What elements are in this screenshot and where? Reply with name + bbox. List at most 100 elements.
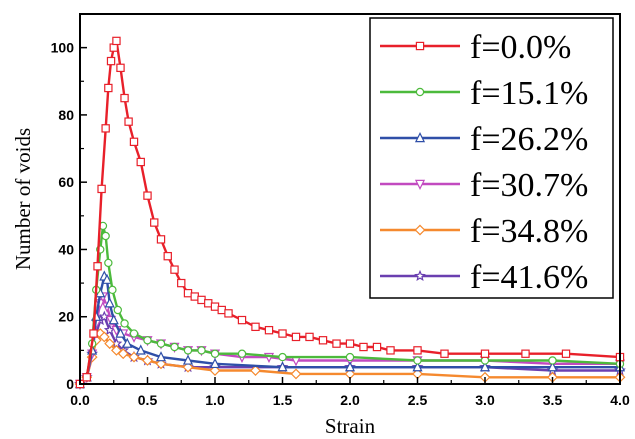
legend-marker [414, 132, 426, 143]
legend-marker [415, 87, 425, 97]
data-point [170, 265, 179, 274]
data-point [117, 348, 129, 360]
data-point [122, 337, 133, 348]
legend-label: f=26.2% [470, 121, 588, 158]
data-point [111, 344, 122, 356]
data-point [116, 63, 125, 73]
legend-label: f=15.1% [470, 75, 588, 112]
data-point [291, 332, 301, 342]
data-point [345, 352, 355, 362]
data-point [413, 356, 422, 365]
data-point [480, 356, 490, 365]
data-point [120, 319, 129, 328]
data-point [101, 231, 110, 241]
x-tick-label: 1.0 [205, 392, 225, 408]
series-2 [75, 221, 625, 389]
data-point [210, 302, 220, 311]
data-point [101, 273, 113, 284]
data-point [129, 329, 139, 338]
data-point [182, 354, 194, 365]
data-point [209, 365, 221, 376]
data-point [143, 336, 152, 345]
data-point [183, 346, 193, 355]
legend-label: f=0.0% [470, 29, 571, 66]
data-point [440, 349, 449, 358]
x-tick-label: 0.5 [138, 392, 158, 408]
data-point [156, 235, 166, 244]
legend-label: f=41.6% [470, 259, 588, 296]
legend-item: f=41.6% [380, 259, 588, 296]
legend-marker [414, 179, 426, 190]
data-point [290, 368, 302, 380]
legend-item: f=30.7% [380, 167, 588, 204]
data-point [113, 305, 123, 315]
legend-marker [414, 224, 426, 236]
data-point [97, 184, 106, 194]
data-point [93, 262, 102, 271]
data-point [156, 339, 166, 348]
data-point [128, 351, 140, 363]
data-point [183, 288, 193, 298]
y-tick-label: 80 [58, 107, 74, 123]
x-axis-title: Strain [325, 414, 376, 438]
y-tick-label: 40 [58, 241, 74, 257]
data-point [547, 361, 558, 372]
legend-item: f=0.0% [380, 29, 571, 66]
data-point [129, 137, 139, 147]
data-point [521, 349, 530, 358]
data-point [359, 342, 368, 352]
legend-item: f=34.8% [380, 213, 588, 250]
data-point [177, 278, 186, 288]
data-point [108, 314, 119, 325]
legend-marker [414, 269, 426, 281]
series-layer [74, 36, 626, 390]
data-point [142, 355, 153, 366]
data-point [344, 361, 356, 372]
data-point [82, 373, 91, 382]
data-point [104, 258, 113, 268]
data-point [104, 338, 116, 350]
legend-marker [415, 41, 425, 51]
data-point [136, 157, 145, 167]
legend-label: f=30.7% [470, 167, 588, 204]
data-point [237, 349, 247, 358]
data-point [170, 342, 179, 352]
data-point [155, 351, 167, 362]
data-point [480, 349, 490, 358]
data-point [278, 352, 287, 362]
x-tick-label: 4.0 [610, 392, 630, 408]
data-point [101, 124, 110, 133]
data-point [150, 218, 159, 227]
data-point [190, 292, 199, 301]
data-point [217, 305, 226, 315]
data-point [278, 329, 287, 338]
data-point [106, 56, 116, 66]
y-axis-title: Number of voids [11, 128, 35, 270]
data-point [135, 344, 146, 355]
data-point [386, 346, 395, 355]
data-point [163, 251, 172, 261]
data-point [479, 361, 491, 372]
x-tick-label: 1.5 [273, 392, 293, 408]
data-point [548, 356, 557, 365]
ticks-layer: 0.0 0.5 1.0 1.5 2.0 2.5 3.0 3.5 4.0 0 20 40 60 80 100 [51, 40, 630, 408]
data-point [104, 297, 115, 308]
data-point [98, 310, 111, 322]
data-point [98, 331, 110, 343]
data-point [412, 361, 423, 372]
data-point [182, 361, 194, 373]
data-point [89, 329, 98, 338]
x-tick-label: 2.0 [340, 392, 360, 408]
legend: f=0.0% f=15.1% f=26.2% f=30.7% f=34.8% f=41.6… [369, 17, 614, 299]
x-tick-label: 3.5 [543, 392, 563, 408]
x-tick-label: 0.0 [70, 392, 90, 408]
x-tick-label: 2.5 [408, 392, 428, 408]
data-point [210, 349, 220, 358]
legend-item: f=26.2% [380, 121, 588, 158]
y-tick-label: 60 [58, 174, 74, 190]
data-point [197, 295, 206, 305]
y-tick-label: 100 [51, 40, 75, 56]
data-point [264, 325, 274, 335]
data-point [115, 327, 126, 338]
data-point [250, 365, 261, 376]
